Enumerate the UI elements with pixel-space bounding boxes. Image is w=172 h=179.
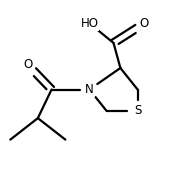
Text: N: N — [85, 83, 94, 96]
Text: O: O — [140, 17, 149, 30]
Text: S: S — [134, 105, 141, 117]
Text: HO: HO — [80, 17, 98, 30]
Text: O: O — [23, 58, 32, 71]
